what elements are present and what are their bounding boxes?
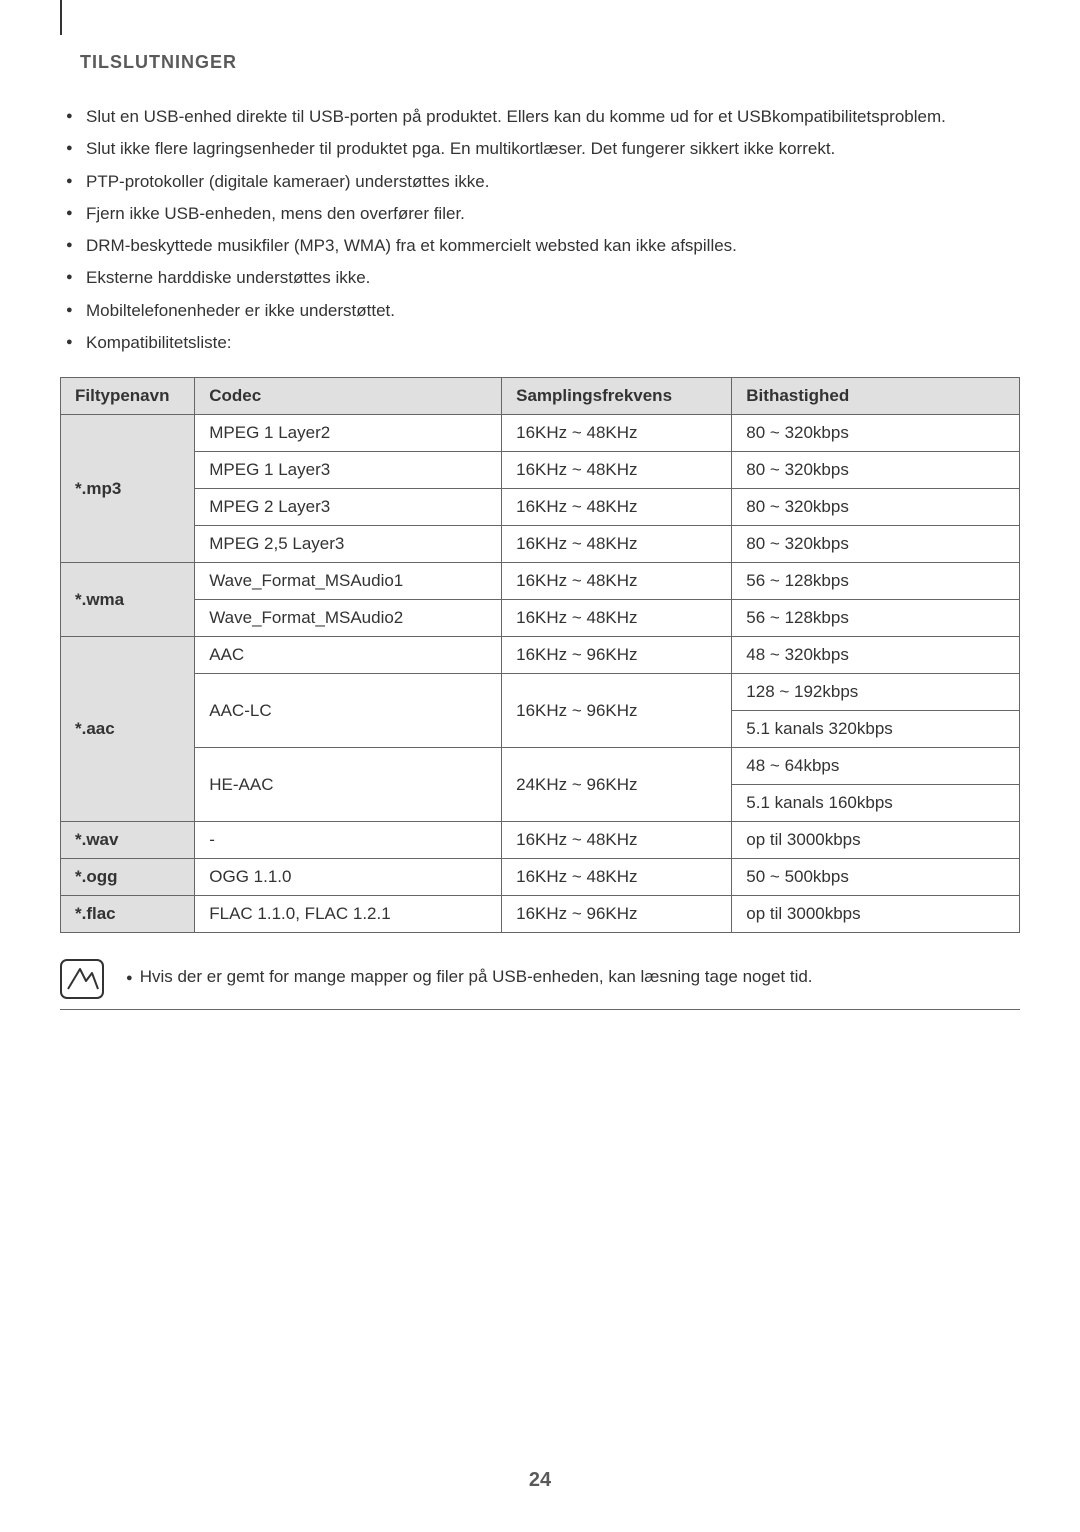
cell-bitrate: 80 ~ 320kbps xyxy=(732,452,1020,489)
note-icon xyxy=(60,959,104,999)
cell-filetype: *.flac xyxy=(61,896,195,933)
table-row: HE-AAC24KHz ~ 96KHz48 ~ 64kbps xyxy=(61,748,1020,785)
page-number: 24 xyxy=(0,1469,1080,1492)
cell-filetype: *.mp3 xyxy=(61,415,195,563)
note-text: Hvis der er gemt for mange mapper og fil… xyxy=(126,959,813,987)
cell-codec: MPEG 2 Layer3 xyxy=(195,489,502,526)
cell-bitrate: 56 ~ 128kbps xyxy=(732,600,1020,637)
cell-bitrate: 5.1 kanals 160kbps xyxy=(732,785,1020,822)
bullet-item: PTP-protokoller (digitale kameraer) unde… xyxy=(60,166,1020,198)
cell-codec: HE-AAC xyxy=(195,748,502,822)
table-row: *.aacAAC16KHz ~ 96KHz48 ~ 320kbps xyxy=(61,637,1020,674)
table-header-row: Filtypenavn Codec Samplingsfrekvens Bith… xyxy=(61,378,1020,415)
table-row: AAC-LC16KHz ~ 96KHz128 ~ 192kbps xyxy=(61,674,1020,711)
cell-codec: AAC xyxy=(195,637,502,674)
cell-bitrate: 128 ~ 192kbps xyxy=(732,674,1020,711)
bullet-item: Slut en USB-enhed direkte til USB-porten… xyxy=(60,101,1020,133)
cell-bitrate: 56 ~ 128kbps xyxy=(732,563,1020,600)
cell-sampling: 24KHz ~ 96KHz xyxy=(502,748,732,822)
table-row: MPEG 2,5 Layer316KHz ~ 48KHz80 ~ 320kbps xyxy=(61,526,1020,563)
bullet-item: Kompatibilitetsliste: xyxy=(60,327,1020,359)
cell-codec: AAC-LC xyxy=(195,674,502,748)
th-codec: Codec xyxy=(195,378,502,415)
cell-bitrate: op til 3000kbps xyxy=(732,896,1020,933)
cell-codec: OGG 1.1.0 xyxy=(195,859,502,896)
bullet-item: Fjern ikke USB-enheden, mens den overfør… xyxy=(60,198,1020,230)
cell-bitrate: 80 ~ 320kbps xyxy=(732,415,1020,452)
cell-bitrate: op til 3000kbps xyxy=(732,822,1020,859)
compat-table: Filtypenavn Codec Samplingsfrekvens Bith… xyxy=(60,377,1020,933)
cell-filetype: *.wav xyxy=(61,822,195,859)
cell-codec: Wave_Format_MSAudio2 xyxy=(195,600,502,637)
table-row: *.flacFLAC 1.1.0, FLAC 1.2.116KHz ~ 96KH… xyxy=(61,896,1020,933)
cell-codec: Wave_Format_MSAudio1 xyxy=(195,563,502,600)
cell-codec: FLAC 1.1.0, FLAC 1.2.1 xyxy=(195,896,502,933)
bullet-list: Slut en USB-enhed direkte til USB-porten… xyxy=(60,101,1020,359)
bullet-item: DRM-beskyttede musikfiler (MP3, WMA) fra… xyxy=(60,230,1020,262)
cell-bitrate: 80 ~ 320kbps xyxy=(732,489,1020,526)
cell-bitrate: 80 ~ 320kbps xyxy=(732,526,1020,563)
cell-filetype: *.aac xyxy=(61,637,195,822)
cell-bitrate: 5.1 kanals 320kbps xyxy=(732,711,1020,748)
bullet-item: Mobiltelefonenheder er ikke understøttet… xyxy=(60,295,1020,327)
table-row: *.oggOGG 1.1.016KHz ~ 48KHz50 ~ 500kbps xyxy=(61,859,1020,896)
table-row: *.wav-16KHz ~ 48KHzop til 3000kbps xyxy=(61,822,1020,859)
cell-sampling: 16KHz ~ 48KHz xyxy=(502,600,732,637)
cell-sampling: 16KHz ~ 48KHz xyxy=(502,415,732,452)
cell-sampling: 16KHz ~ 96KHz xyxy=(502,674,732,748)
cell-bitrate: 48 ~ 320kbps xyxy=(732,637,1020,674)
section-heading: TILSLUTNINGER xyxy=(80,52,1020,73)
cell-codec: MPEG 1 Layer2 xyxy=(195,415,502,452)
cell-filetype: *.ogg xyxy=(61,859,195,896)
cell-sampling: 16KHz ~ 48KHz xyxy=(502,452,732,489)
table-body: *.mp3MPEG 1 Layer216KHz ~ 48KHz80 ~ 320k… xyxy=(61,415,1020,933)
table-row: *.wmaWave_Format_MSAudio116KHz ~ 48KHz56… xyxy=(61,563,1020,600)
th-file: Filtypenavn xyxy=(61,378,195,415)
cell-sampling: 16KHz ~ 96KHz xyxy=(502,637,732,674)
cell-sampling: 16KHz ~ 96KHz xyxy=(502,896,732,933)
cell-bitrate: 48 ~ 64kbps xyxy=(732,748,1020,785)
cell-bitrate: 50 ~ 500kbps xyxy=(732,859,1020,896)
table-row: MPEG 1 Layer316KHz ~ 48KHz80 ~ 320kbps xyxy=(61,452,1020,489)
cell-sampling: 16KHz ~ 48KHz xyxy=(502,822,732,859)
cell-filetype: *.wma xyxy=(61,563,195,637)
cell-codec: - xyxy=(195,822,502,859)
cell-codec: MPEG 1 Layer3 xyxy=(195,452,502,489)
table-row: Wave_Format_MSAudio216KHz ~ 48KHz56 ~ 12… xyxy=(61,600,1020,637)
bullet-item: Slut ikke flere lagringsenheder til prod… xyxy=(60,133,1020,165)
cell-sampling: 16KHz ~ 48KHz xyxy=(502,526,732,563)
cell-sampling: 16KHz ~ 48KHz xyxy=(502,859,732,896)
cell-sampling: 16KHz ~ 48KHz xyxy=(502,489,732,526)
cell-sampling: 16KHz ~ 48KHz xyxy=(502,563,732,600)
table-row: MPEG 2 Layer316KHz ~ 48KHz80 ~ 320kbps xyxy=(61,489,1020,526)
note-row: Hvis der er gemt for mange mapper og fil… xyxy=(60,959,1020,1010)
side-rule xyxy=(60,0,62,35)
table-row: *.mp3MPEG 1 Layer216KHz ~ 48KHz80 ~ 320k… xyxy=(61,415,1020,452)
cell-codec: MPEG 2,5 Layer3 xyxy=(195,526,502,563)
th-samp: Samplingsfrekvens xyxy=(502,378,732,415)
bullet-item: Eksterne harddiske understøttes ikke. xyxy=(60,262,1020,294)
th-bit: Bithastighed xyxy=(732,378,1020,415)
